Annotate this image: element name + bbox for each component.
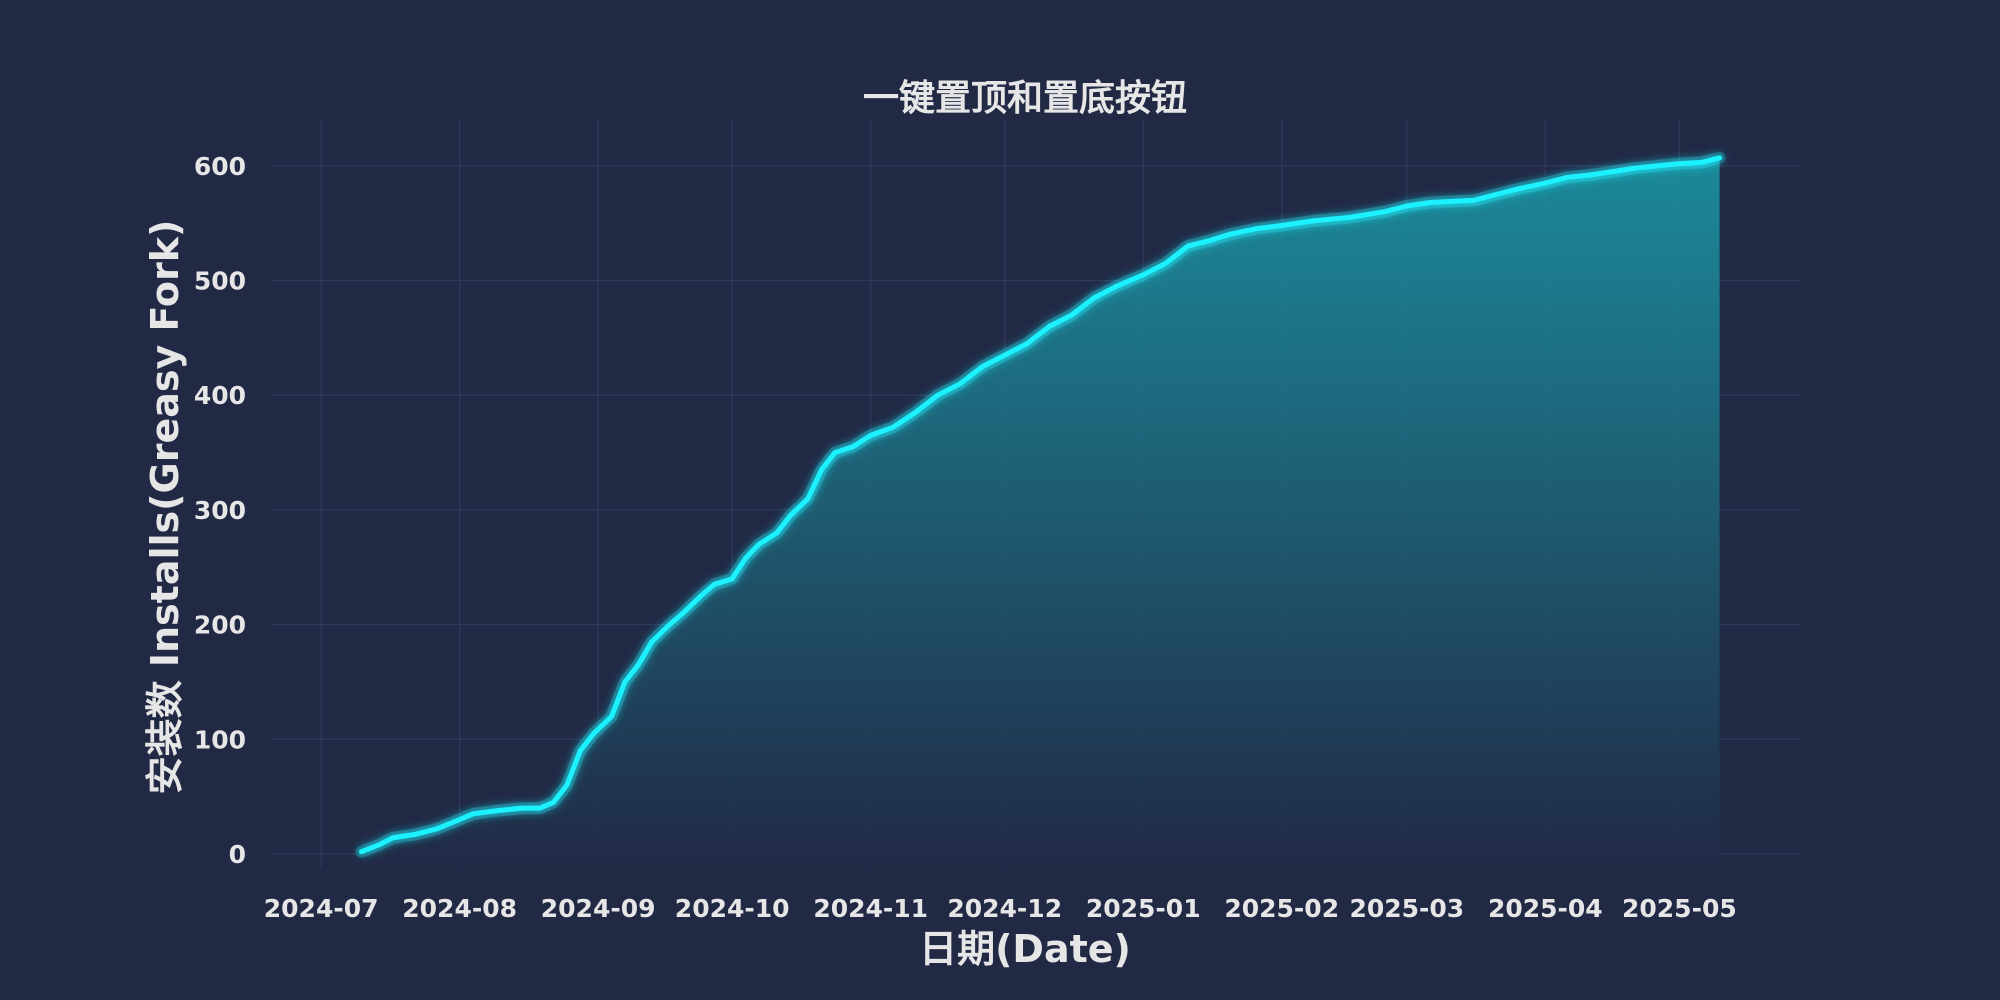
data-point-2024-12-01 <box>1002 352 1007 358</box>
data-point-2024-08-01 <box>457 817 462 822</box>
data-point-2024-09-13 <box>649 639 654 644</box>
data-point-2024-12-26 <box>1114 284 1119 289</box>
data-point-2025-04-16 <box>1610 169 1615 174</box>
chart-title: 一键置顶和置底按钮 <box>863 78 1187 119</box>
data-point-2024-09-17 <box>667 622 672 627</box>
x-axis-ticks: 2024-07 2024-08 2024-09 2024-10 2024-11 2024-… <box>264 894 1737 923</box>
data-point-2025-04-01 <box>1543 180 1548 186</box>
data-point-2024-07-14 <box>377 842 382 847</box>
data-point-2024-08-10 <box>497 808 503 813</box>
data-point-2024-11-21 <box>957 381 963 386</box>
data-point-2024-09-07 <box>622 679 628 685</box>
data-point-2025-04-21 <box>1632 165 1637 171</box>
x-tick-label-2024-09: 2024-09 <box>541 894 656 923</box>
y-tick-label-200: 200 <box>194 611 246 640</box>
y-axis-ticks: 0 100 200 300 400 500 600 <box>194 152 246 869</box>
data-point-2024-10-07 <box>756 542 762 547</box>
data-point-2024-08-28 <box>578 748 583 753</box>
y-tick-label-600: 600 <box>194 152 246 181</box>
data-point-2025-05-10 <box>1717 155 1722 161</box>
y-tick-label-500: 500 <box>194 267 246 296</box>
data-point-2024-07-27 <box>435 826 440 831</box>
data-point-2024-09-20 <box>680 610 686 616</box>
data-point-2025-01-16 <box>1208 238 1213 243</box>
data-point-2024-09-27 <box>712 582 717 587</box>
data-point-2025-01-06 <box>1163 261 1168 266</box>
data-point-2024-07-22 <box>412 832 418 837</box>
data-point-2025-03-01 <box>1404 203 1410 209</box>
data-point-2024-10-28 <box>850 444 856 450</box>
data-point-2024-11-06 <box>890 425 896 430</box>
x-tick-label-2024-10: 2024-10 <box>675 894 790 923</box>
data-point-2025-05-06 <box>1699 160 1704 165</box>
data-point-2024-08-15 <box>519 805 525 811</box>
data-point-2024-07-10 <box>359 849 364 854</box>
data-point-2024-08-25 <box>564 782 570 788</box>
x-tick-label-2024-07: 2024-07 <box>264 894 379 923</box>
data-point-2024-09-24 <box>698 593 704 599</box>
data-point-2024-12-11 <box>1047 324 1052 329</box>
x-tick-label-2025-01: 2025-01 <box>1086 894 1201 923</box>
data-point-2025-03-21 <box>1493 192 1499 197</box>
data-point-2024-10-14 <box>788 513 793 518</box>
data-point-2025-01-20 <box>1225 232 1231 237</box>
data-point-2024-12-21 <box>1091 295 1097 300</box>
x-tick-label-2025-05: 2025-05 <box>1622 894 1737 923</box>
data-point-2025-04-06 <box>1565 175 1570 180</box>
data-point-2024-11-26 <box>980 364 985 369</box>
y-tick-label-400: 400 <box>194 381 246 410</box>
data-point-2025-02-08 <box>1310 218 1316 224</box>
data-point-2024-10-11 <box>774 530 780 536</box>
data-point-2024-09-04 <box>609 714 614 719</box>
x-tick-label-2024-08: 2024-08 <box>402 894 517 923</box>
y-tick-label-0: 0 <box>229 840 246 869</box>
data-point-2024-08-22 <box>551 800 556 805</box>
x-tick-label-2025-03: 2025-03 <box>1349 894 1464 923</box>
x-tick-label-2025-02: 2025-02 <box>1224 894 1339 923</box>
data-point-2024-11-01 <box>868 433 873 438</box>
data-point-2025-02-01 <box>1279 223 1284 228</box>
data-point-2024-12-06 <box>1024 341 1030 346</box>
data-point-2025-02-24 <box>1382 209 1387 214</box>
data-point-2025-05-01 <box>1677 161 1682 166</box>
y-tick-label-300: 300 <box>194 496 246 525</box>
x-tick-label-2024-12: 2024-12 <box>947 894 1062 923</box>
data-point-2024-10-18 <box>805 496 811 501</box>
data-point-2024-10-01 <box>729 576 735 581</box>
y-tick-label-100: 100 <box>194 725 246 754</box>
data-point-2025-03-06 <box>1426 200 1432 205</box>
data-point-2024-08-04 <box>470 811 476 817</box>
data-point-2025-01-11 <box>1185 243 1191 249</box>
data-point-2024-11-16 <box>935 393 940 398</box>
data-point-2025-01-26 <box>1252 226 1258 232</box>
x-tick-label-2024-11: 2024-11 <box>813 894 928 923</box>
data-point-2024-10-04 <box>743 555 748 561</box>
y-axis-title: 安装数 Installs(Greasy Fork) <box>143 220 187 795</box>
data-point-2024-10-21 <box>819 467 824 472</box>
data-point-2024-09-10 <box>636 662 641 667</box>
data-point-2025-04-26 <box>1654 163 1660 169</box>
data-points <box>359 155 1722 854</box>
data-point-2025-03-16 <box>1471 198 1477 203</box>
data-point-2024-08-31 <box>591 731 596 736</box>
data-point-2024-10-24 <box>832 450 838 455</box>
data-point-2024-07-17 <box>390 835 395 841</box>
data-point-2024-12-16 <box>1069 312 1074 318</box>
data-point-2024-11-11 <box>913 410 918 415</box>
x-tick-label-2025-04: 2025-04 <box>1488 894 1603 923</box>
data-point-2025-03-26 <box>1516 186 1521 192</box>
data-point-2024-08-19 <box>537 805 543 811</box>
installs-area-fill <box>361 157 1720 871</box>
data-point-2025-02-16 <box>1346 215 1351 220</box>
data-point-2025-01-01 <box>1141 272 1146 278</box>
data-point-2025-04-11 <box>1587 172 1593 178</box>
x-axis-title: 日期(Date) <box>919 927 1131 971</box>
